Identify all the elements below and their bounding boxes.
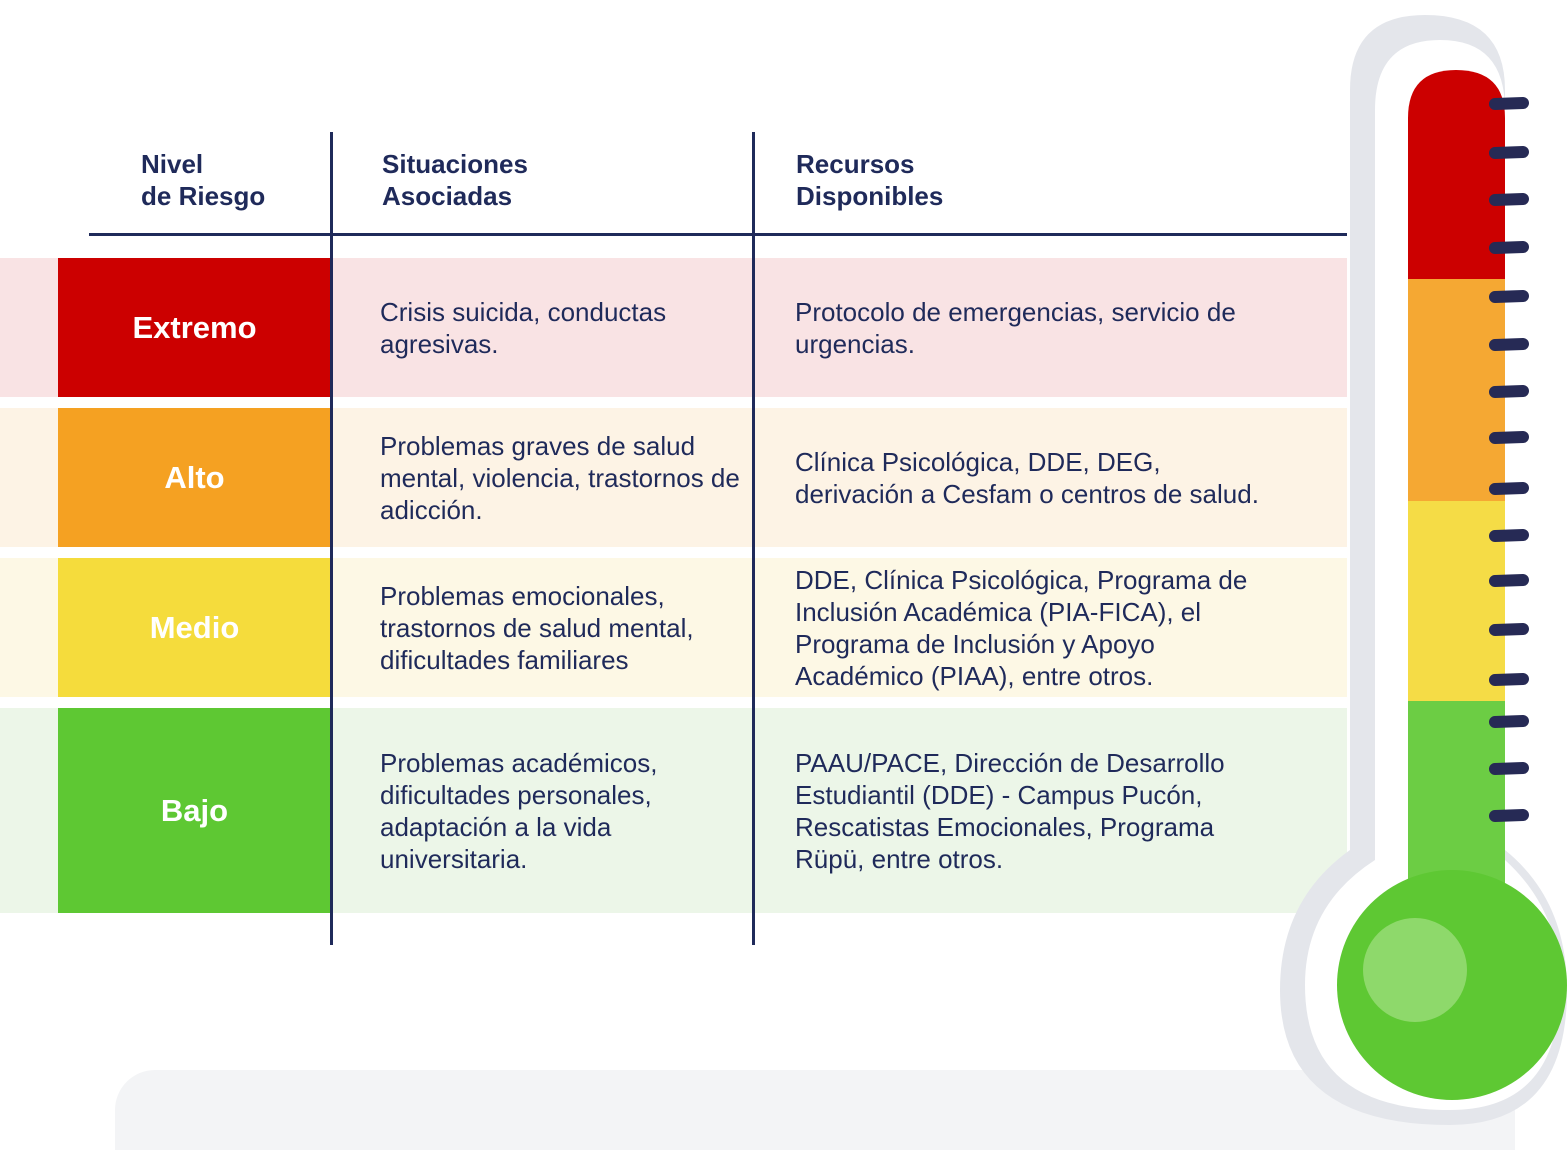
tube-orange bbox=[1408, 279, 1505, 501]
situations-cell: Problemas académicos, dificultades perso… bbox=[380, 708, 745, 913]
situations-cell: Crisis suicida, conductas agresivas. bbox=[380, 258, 745, 397]
tick bbox=[1489, 97, 1529, 110]
situations-text: Problemas académicos, dificultades perso… bbox=[380, 747, 658, 874]
column-rule bbox=[752, 132, 755, 945]
row-alto: Alto Problemas graves de salud mental, v… bbox=[0, 408, 1347, 547]
level-cell: Medio bbox=[58, 558, 331, 697]
resources-text: Protocolo de emergencias, servicio de ur… bbox=[795, 296, 1236, 359]
resources-cell: PAAU/PACE, Dirección de Desarrollo Estud… bbox=[795, 708, 1275, 913]
resources-text: Clínica Psicológica, DDE, DEG, derivació… bbox=[795, 446, 1259, 509]
tick bbox=[1489, 762, 1529, 775]
header-resources: Recursos Disponibles bbox=[796, 148, 943, 212]
tube-yellow bbox=[1408, 501, 1505, 701]
header-line: Nivel bbox=[141, 149, 204, 179]
thermometer bbox=[1280, 15, 1567, 1125]
column-rule bbox=[330, 132, 333, 945]
tick bbox=[1489, 290, 1529, 303]
resources-cell: DDE, Clínica Psicológica, Programa de In… bbox=[795, 558, 1275, 697]
tick bbox=[1489, 241, 1529, 254]
tick bbox=[1489, 529, 1529, 542]
tick bbox=[1489, 809, 1529, 822]
bulb-highlight bbox=[1363, 918, 1467, 1022]
tick-marks bbox=[1489, 97, 1529, 822]
level-cell: Bajo bbox=[58, 708, 331, 913]
resources-cell: Clínica Psicológica, DDE, DEG, derivació… bbox=[795, 408, 1275, 547]
level-label: Alto bbox=[164, 459, 225, 495]
header-line: de Riesgo bbox=[141, 181, 266, 211]
situations-cell: Problemas emocionales, trastornos de sal… bbox=[380, 558, 745, 697]
situations-text: Crisis suicida, conductas agresivas. bbox=[380, 296, 667, 359]
header-situations: Situaciones Asociadas bbox=[382, 148, 528, 212]
tick bbox=[1489, 431, 1529, 444]
header-line: Recursos bbox=[796, 149, 915, 179]
row-extremo: Extremo Crisis suicida, conductas agresi… bbox=[0, 258, 1347, 397]
level-label: Bajo bbox=[160, 792, 229, 828]
situations-cell: Problemas graves de salud mental, violen… bbox=[380, 408, 745, 547]
tick bbox=[1489, 623, 1529, 636]
tick bbox=[1489, 482, 1529, 495]
page: Extremo Crisis suicida, conductas agresi… bbox=[0, 15, 1567, 1150]
resources-cell: Protocolo de emergencias, servicio de ur… bbox=[795, 258, 1275, 397]
tick bbox=[1489, 385, 1529, 398]
row-medio: Medio Problemas emocionales, trastornos … bbox=[0, 558, 1347, 697]
level-label: Extremo bbox=[132, 309, 257, 345]
tick bbox=[1489, 146, 1529, 159]
header-line: Disponibles bbox=[796, 181, 944, 211]
resources-text: DDE, Clínica Psicológica, Programa de In… bbox=[795, 564, 1248, 691]
tick bbox=[1489, 715, 1529, 728]
situations-text: Problemas emocionales, trastornos de sal… bbox=[380, 580, 694, 675]
header-rule bbox=[89, 233, 1347, 236]
tick bbox=[1489, 574, 1529, 587]
header-line: Situaciones bbox=[382, 149, 528, 179]
header-line: Asociadas bbox=[382, 181, 513, 211]
tick bbox=[1489, 338, 1529, 351]
header-level: Nivel de Riesgo bbox=[141, 148, 265, 212]
tick bbox=[1489, 673, 1529, 686]
level-cell: Extremo bbox=[58, 258, 331, 397]
row-bajo: Bajo Problemas académicos, dificultades … bbox=[0, 708, 1347, 913]
tick bbox=[1489, 193, 1529, 206]
tube-red bbox=[1408, 70, 1505, 279]
level-label: Medio bbox=[149, 609, 240, 645]
level-cell: Alto bbox=[58, 408, 331, 547]
situations-text: Problemas graves de salud mental, violen… bbox=[380, 430, 740, 525]
resources-text: PAAU/PACE, Dirección de Desarrollo Estud… bbox=[795, 747, 1225, 874]
